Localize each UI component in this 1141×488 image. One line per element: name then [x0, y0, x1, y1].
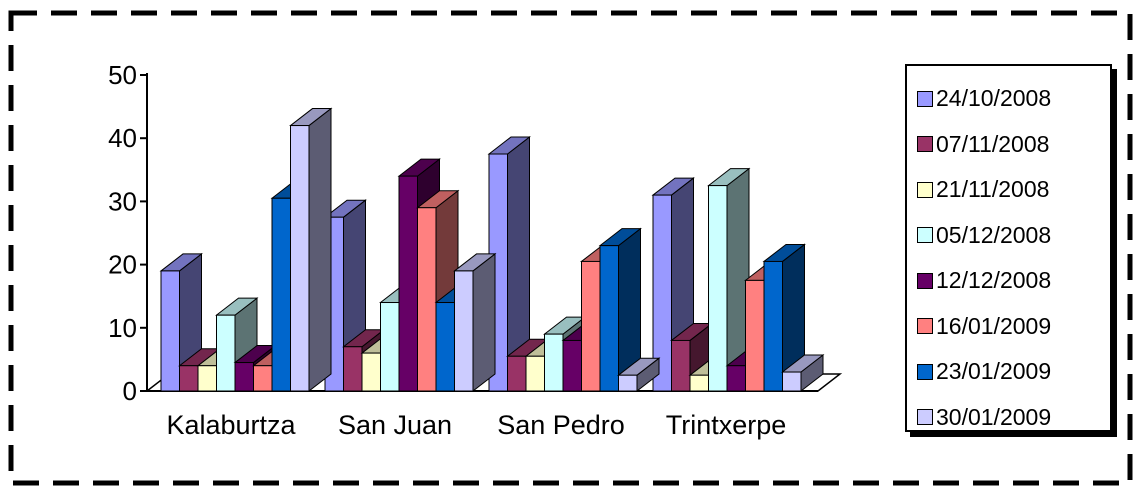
- legend-label: 21/11/2008: [936, 176, 1050, 203]
- y-tick-label: 50: [108, 60, 137, 90]
- legend-label: 30/01/2009: [936, 403, 1052, 430]
- legend-label: 07/11/2008: [936, 130, 1050, 157]
- chart-legend: 24/10/2008 07/11/2008 21/11/2008 05/12/2008…: [905, 64, 1112, 432]
- legend-swatch: [917, 409, 933, 426]
- legend-label: 23/01/2009: [936, 358, 1052, 385]
- bar: [598, 227, 642, 393]
- y-tick-label: 30: [108, 186, 137, 216]
- x-category-label: Kalaburtza: [166, 410, 296, 440]
- legend-swatch: [917, 318, 933, 335]
- legend-item: 30/01/2009: [907, 395, 1110, 441]
- bar: [651, 177, 695, 393]
- y-tick-label: 10: [108, 313, 137, 343]
- legend-item: 21/11/2008: [907, 167, 1110, 213]
- chart-plot: 0 10 20 30 40 50 Kalaburtza San Juan San Pedro Tr…: [108, 60, 843, 440]
- x-category-label: San Juan: [338, 410, 452, 440]
- bar: [707, 167, 751, 393]
- legend-item: 24/10/2008: [907, 76, 1110, 122]
- legend-swatch: [917, 227, 933, 244]
- x-category-label: Trintxerpe: [666, 410, 787, 440]
- legend-label: 16/01/2009: [936, 312, 1052, 339]
- legend-swatch: [917, 136, 933, 153]
- legend-label: 05/12/2008: [936, 221, 1052, 248]
- bar: [762, 243, 806, 393]
- legend-item: 23/01/2009: [907, 349, 1110, 395]
- legend-item: 07/11/2008: [907, 122, 1110, 168]
- bar: [289, 107, 333, 393]
- legend-item: 16/01/2009: [907, 304, 1110, 350]
- y-tick-label: 0: [123, 376, 137, 406]
- bar: [617, 357, 661, 393]
- legend-swatch: [917, 363, 933, 380]
- bar: [453, 252, 497, 393]
- legend-swatch: [917, 90, 933, 107]
- y-tick-label: 20: [108, 250, 137, 280]
- legend-swatch: [917, 272, 933, 289]
- legend-item: 05/12/2008: [907, 213, 1110, 259]
- bar: [781, 354, 825, 393]
- legend-label: 24/10/2008: [936, 85, 1052, 112]
- legend-swatch: [917, 181, 933, 198]
- y-tick-label: 40: [108, 123, 137, 153]
- x-category-label: San Pedro: [497, 410, 625, 440]
- legend-item: 12/12/2008: [907, 258, 1110, 304]
- legend-label: 12/12/2008: [936, 267, 1052, 294]
